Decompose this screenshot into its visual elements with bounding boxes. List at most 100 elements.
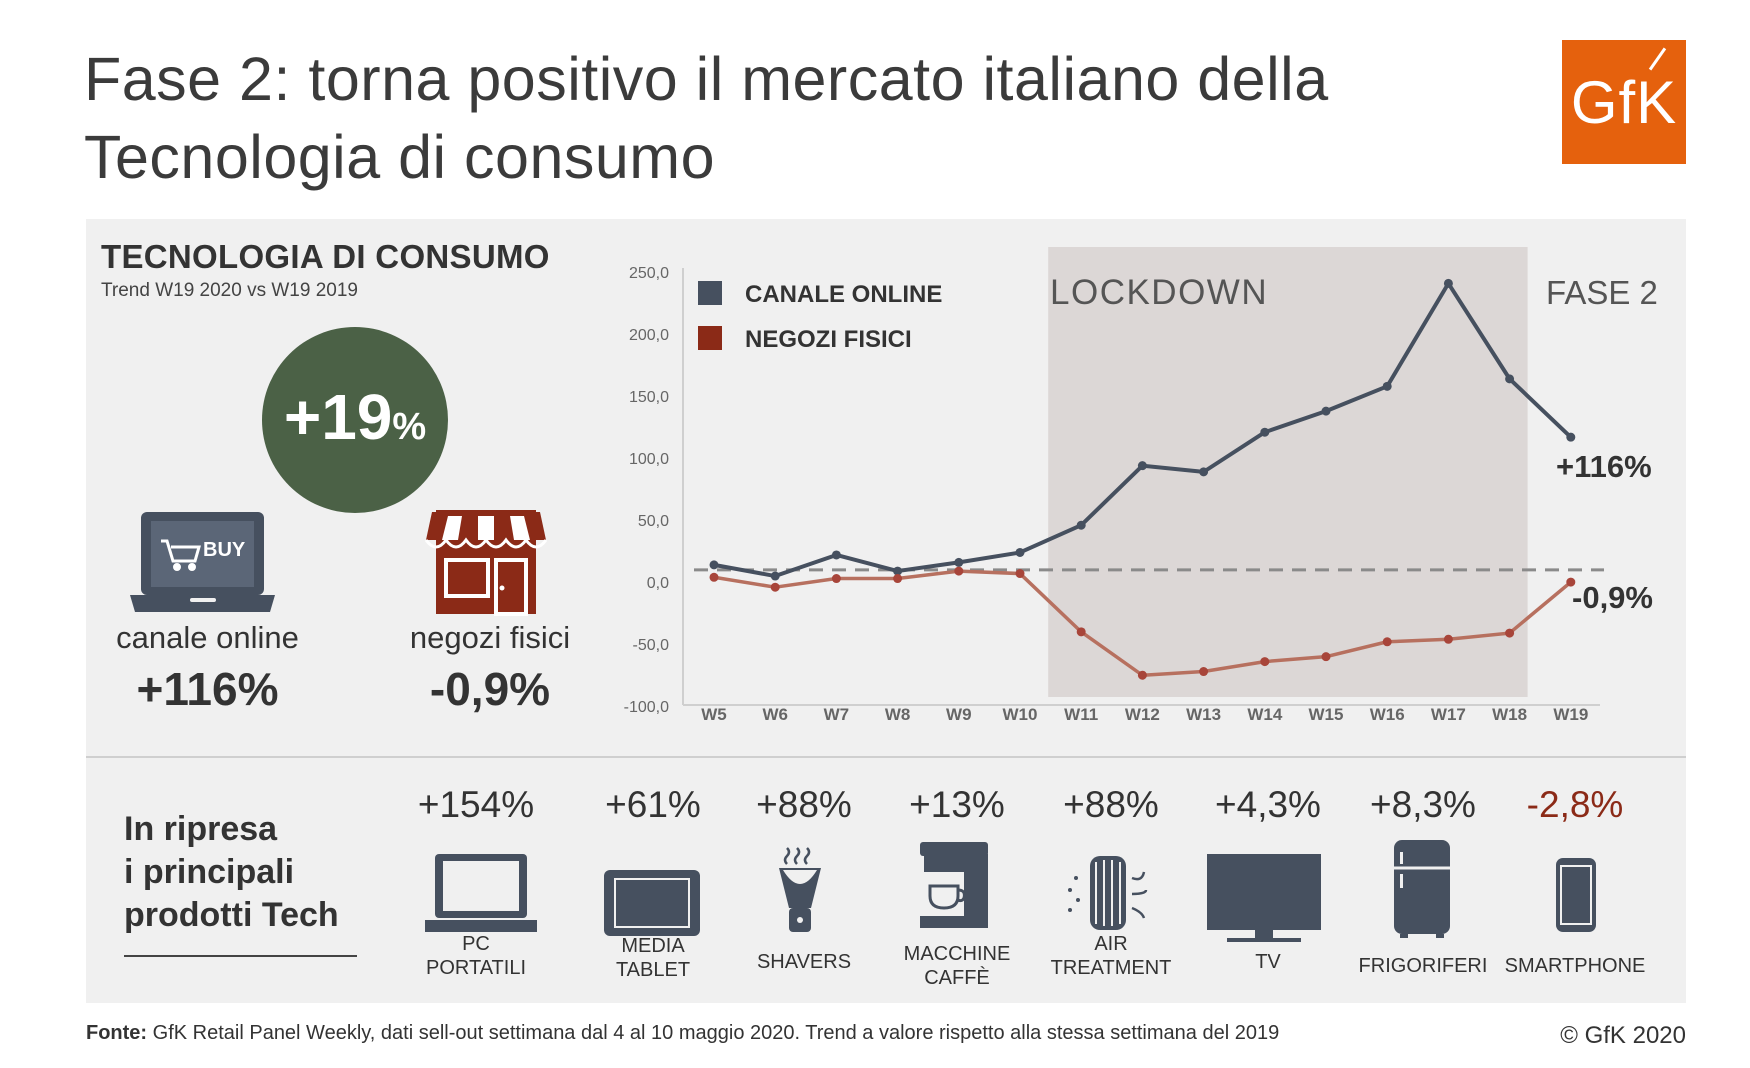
y-tick-label: 50,0 xyxy=(638,513,669,530)
legend-label: CANALE ONLINE xyxy=(745,281,942,308)
data-point-online xyxy=(1015,547,1025,557)
y-tick-label: 250,0 xyxy=(629,265,669,282)
tech-title-line2: i principali xyxy=(124,853,295,891)
product-name-line2: TREATMENT xyxy=(1050,957,1172,979)
total-trend-text: +19% xyxy=(262,377,448,467)
source-note: Fonte: GfK Retail Panel Weekly, dati sel… xyxy=(86,1022,1279,1045)
data-point-online xyxy=(1505,374,1515,384)
data-point-physical xyxy=(1321,652,1331,662)
product-trend-value: +61% xyxy=(605,784,701,825)
data-point-online xyxy=(954,557,964,567)
lockdown-region xyxy=(1048,247,1528,697)
data-point-physical xyxy=(1199,667,1209,677)
tech-section-title: In ripresa i principali prodotti Tech xyxy=(124,808,339,937)
y-tick-label: 100,0 xyxy=(629,451,669,468)
tv-icon xyxy=(1207,854,1321,942)
tablet-icon xyxy=(604,870,700,936)
data-point-online xyxy=(1566,432,1576,442)
data-point-physical xyxy=(1443,634,1453,644)
tech-title-line1: In ripresa xyxy=(124,810,278,848)
product-name-line1: SMARTPHONE xyxy=(1504,955,1646,977)
lockdown-label: LOCKDOWN xyxy=(1050,273,1268,312)
page-title: Fase 2: torna positivo il mercato italia… xyxy=(84,40,1384,196)
product-name-line1: AIR xyxy=(1094,933,1128,955)
data-point-physical xyxy=(893,574,903,584)
fridge-icon xyxy=(1394,840,1450,938)
physical-value: -0,9% xyxy=(429,663,551,715)
tech-title-line3: prodotti Tech xyxy=(124,896,339,934)
product-trend-value: +4,3% xyxy=(1215,784,1321,825)
laptop-icon xyxy=(425,854,537,932)
physical-label: negozi fisici xyxy=(409,620,571,655)
data-point-physical xyxy=(1137,670,1147,680)
total-trend-value: +19 xyxy=(283,381,393,453)
shaver-icon xyxy=(779,847,821,932)
data-point-physical xyxy=(770,582,780,592)
x-tick-label: W7 xyxy=(824,705,850,724)
product-trend-value: +88% xyxy=(756,784,852,825)
data-point-physical xyxy=(709,572,719,582)
product-name-line1: FRIGORIFERI xyxy=(1358,955,1488,977)
legend-label: NEGOZI FISICI xyxy=(745,326,912,353)
x-tick-label: W15 xyxy=(1309,705,1344,724)
y-tick-label: 0,0 xyxy=(647,575,669,592)
page-title-line2: Tecnologia di consumo xyxy=(84,123,716,191)
product-trend-value: +13% xyxy=(909,784,1005,825)
data-point-physical xyxy=(1505,628,1515,638)
x-tick-label: W13 xyxy=(1186,705,1221,724)
x-tick-label: W14 xyxy=(1247,705,1283,724)
data-point-physical xyxy=(1566,577,1576,587)
product-trend-value: +8,3% xyxy=(1370,784,1476,825)
x-tick-label: W17 xyxy=(1431,705,1466,724)
source-label: Fonte: xyxy=(86,1022,148,1044)
y-tick-label: -100,0 xyxy=(624,699,669,716)
summary-title: TECNOLOGIA DI CONSUMO xyxy=(101,238,550,275)
online-value: +116% xyxy=(136,663,279,715)
product-trend-value: +154% xyxy=(417,784,535,825)
x-tick-label: W8 xyxy=(885,705,911,724)
y-tick-label: 150,0 xyxy=(629,389,669,406)
physical-end-label: -0,9% xyxy=(1572,580,1653,615)
data-point-online xyxy=(770,571,780,581)
x-tick-label: W5 xyxy=(701,705,727,724)
page-title-line1: Fase 2: torna positivo il mercato italia… xyxy=(84,45,1329,113)
product-name-line1: PC xyxy=(462,933,490,955)
data-point-online xyxy=(1321,406,1331,416)
data-point-online xyxy=(831,550,841,560)
online-end-label: +116% xyxy=(1556,449,1652,484)
source-text: GfK Retail Panel Weekly, dati sell-out s… xyxy=(147,1022,1280,1044)
data-point-online xyxy=(1137,461,1147,471)
data-point-online xyxy=(1199,467,1209,477)
panel-divider xyxy=(86,756,1686,758)
summary-subtitle: Trend W19 2020 vs W19 2019 xyxy=(101,280,358,301)
legend-swatch xyxy=(698,326,722,350)
product-name-line1: MACCHINE xyxy=(903,943,1011,965)
total-trend-unit: % xyxy=(392,406,427,448)
data-point-online xyxy=(1260,427,1270,437)
product-name-line2: PORTATILI xyxy=(425,957,527,979)
product-name-line1: MEDIA xyxy=(621,935,685,957)
data-point-online xyxy=(1443,278,1453,288)
air-treatment-icon xyxy=(1068,856,1148,930)
tech-title-underline xyxy=(124,955,357,957)
total-trend-badge: +19% xyxy=(262,327,448,513)
x-tick-label: W9 xyxy=(946,705,972,724)
fase2-label: FASE 2 xyxy=(1546,274,1658,311)
product-name-line2: CAFFÈ xyxy=(924,967,990,989)
y-tick-label: -50,0 xyxy=(633,637,670,654)
x-tick-label: W11 xyxy=(1064,705,1098,724)
copyright: © GfK 2020 xyxy=(1560,1022,1686,1049)
x-tick-label: W6 xyxy=(762,705,788,724)
legend-swatch xyxy=(698,281,722,305)
coffee-machine-icon xyxy=(920,842,988,928)
data-point-physical xyxy=(1260,657,1270,667)
data-point-online xyxy=(893,566,903,576)
data-point-online xyxy=(709,560,719,570)
y-tick-label: 200,0 xyxy=(629,327,669,344)
data-point-physical xyxy=(831,574,841,584)
x-tick-label: W10 xyxy=(1003,705,1038,724)
data-point-online xyxy=(1076,520,1086,530)
x-tick-label: W12 xyxy=(1125,705,1160,724)
x-tick-label: W19 xyxy=(1553,705,1588,724)
smartphone-icon xyxy=(1556,858,1596,932)
